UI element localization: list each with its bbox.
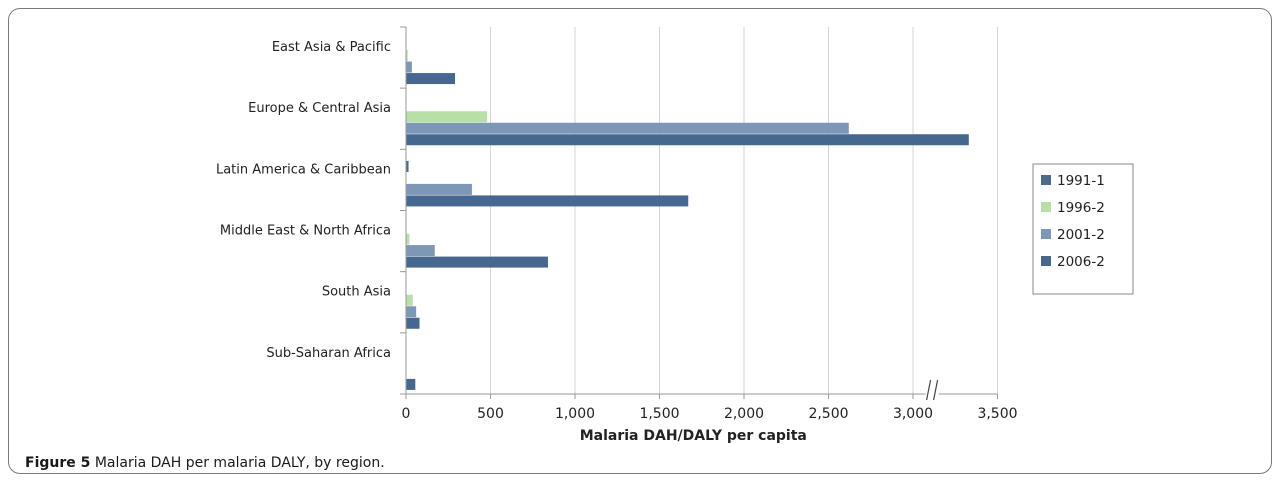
category-label: Latin America & Caribbean [216,162,391,177]
bar [406,256,548,268]
bar [406,183,472,195]
caption-text: Malaria DAH per malaria DALY, by region. [94,455,385,471]
x-tick-label: 3,500 [977,406,1017,422]
x-tick-label: 1,000 [555,406,595,422]
bar [406,306,417,318]
category-label: Sub-Saharan Africa [266,346,391,361]
legend-swatch [1041,175,1051,185]
bar [406,294,413,306]
bar [406,73,456,85]
x-tick-label: 0 [402,406,411,422]
legend-swatch [1041,202,1051,212]
gridlines [490,27,998,394]
bar [406,61,412,73]
caption-label: Figure 5 [25,455,91,471]
axis-break-mark [926,379,932,401]
bar [406,378,416,390]
bar-chart: East Asia & Pacific Europe & Central Asia… [216,26,1134,444]
bar [406,111,488,123]
category-label: South Asia [322,285,391,300]
x-tick-label: 1,500 [639,406,679,422]
figure-caption: Figure 5 Malaria DAH per malaria DALY, b… [25,455,385,471]
x-tick-label: 2,500 [808,406,848,422]
x-axis-title: Malaria DAH/DALY per capita [580,428,807,444]
axis-break-mark [933,379,939,401]
x-tick-label: 2,000 [724,406,764,422]
x-tick-label: 500 [477,406,504,422]
bar [406,233,410,245]
legend-swatch [1041,256,1051,266]
category-label: East Asia & Pacific [272,40,391,55]
figure-frame: East Asia & Pacific Europe & Central Asia… [8,8,1272,474]
bars [406,50,969,390]
legend-label: 1991-1 [1057,173,1105,189]
x-tick-label: 3,000 [893,406,933,422]
legend-label: 1996-2 [1057,200,1105,216]
bar [406,160,409,172]
bar [406,134,969,146]
legend-label: 2006-2 [1057,254,1105,270]
bar [406,195,689,207]
bar [406,245,435,257]
bar [406,122,849,134]
legend-label: 2001-2 [1057,227,1105,243]
category-labels: East Asia & Pacific Europe & Central Asia… [216,40,391,361]
tick-labels: 0 500 1,000 1,500 2,000 2,500 3,000 3,500 [402,406,1018,422]
category-label: Europe & Central Asia [248,101,391,116]
legend: 1991-1 1996-2 2001-2 2006-2 [1032,163,1134,295]
category-label: Middle East & North Africa [220,224,391,239]
axes [400,26,998,401]
bar [406,317,420,329]
legend-swatch [1041,229,1051,239]
bar [406,50,408,62]
